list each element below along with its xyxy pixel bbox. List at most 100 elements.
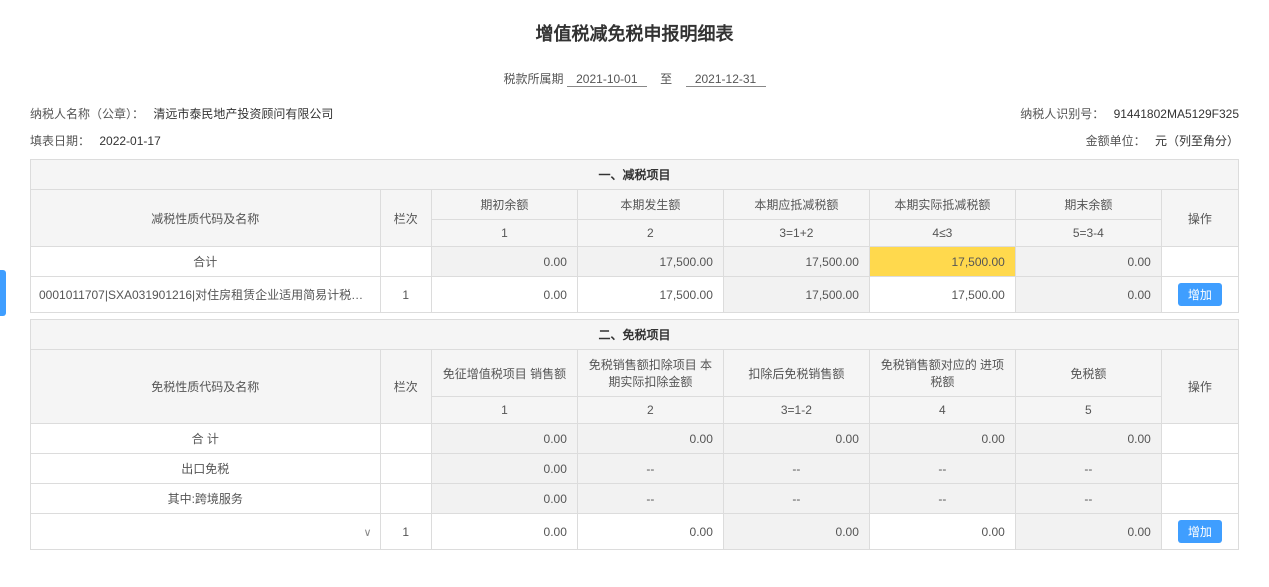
s2-col-h-2: 扣除后免税销售额: [723, 350, 869, 397]
s1-total-label: 合计: [31, 247, 381, 277]
currency-label: 金额单位：: [1086, 134, 1146, 148]
s2-r0-v0: 0.00: [431, 424, 577, 454]
s1-col-h-3: 本期实际抵减税额: [869, 190, 1015, 220]
s2-r2-v1: --: [577, 484, 723, 514]
s2-col-h-4: 免税额: [1015, 350, 1161, 397]
taxpayer-name-label: 纳税人名称（公章）：: [30, 107, 144, 121]
period-sep: 至: [660, 72, 672, 86]
s1-col-h-4: 期末余额: [1015, 190, 1161, 220]
s1-row-v2[interactable]: 17,500.00: [723, 277, 869, 313]
s1-row-v1[interactable]: 17,500.00: [577, 277, 723, 313]
s2-r0-v1: 0.00: [577, 424, 723, 454]
s2-r0-v3: 0.00: [869, 424, 1015, 454]
page-container: 增值税减免税申报明细表 税款所属期 2021-10-01 至 2021-12-3…: [0, 0, 1269, 570]
s1-col-f-4: 5=3-4: [1015, 220, 1161, 247]
s2-r2-v3: --: [869, 484, 1015, 514]
s2-col-f-1: 2: [577, 397, 723, 424]
s2-r2-action: [1161, 484, 1238, 514]
s2-col-f-0: 1: [431, 397, 577, 424]
s2-input-name-cell[interactable]: ∨: [31, 514, 381, 550]
s2-input-v2[interactable]: 0.00: [723, 514, 869, 550]
s2-r2-idx: [380, 484, 431, 514]
s2-input-idx: 1: [380, 514, 431, 550]
s2-input-v1[interactable]: 0.00: [577, 514, 723, 550]
currency-value: 元（列至角分）: [1155, 134, 1239, 148]
fill-date-label: 填表日期：: [30, 134, 90, 148]
s2-col-h-1: 免税销售额扣除项目 本期实际扣除金额: [577, 350, 723, 397]
s2-r2-name: 其中:跨境服务: [31, 484, 381, 514]
s2-col-h-0: 免征增值税项目 销售额: [431, 350, 577, 397]
s1-col-h-1: 本期发生额: [577, 190, 723, 220]
s2-r1-action: [1161, 454, 1238, 484]
add-button[interactable]: 增加: [1178, 283, 1222, 306]
s1-row-idx: 1: [380, 277, 431, 313]
s2-r1-v0: 0.00: [431, 454, 577, 484]
s1-total-1: 17,500.00: [577, 247, 723, 277]
s2-r1-v3: --: [869, 454, 1015, 484]
taxpayer-id-label: 纳税人识别号：: [1020, 107, 1104, 121]
fill-date-value: 2022-01-17: [99, 134, 160, 148]
section2-title: 二、免税项目: [31, 320, 1239, 350]
s2-r2-v0: 0.00: [431, 484, 577, 514]
s1-row-action: 增加: [1161, 277, 1238, 313]
s1-row-name: 0001011707|SXA031901216|对住房租赁企业适用简易计税方法: [39, 288, 375, 302]
s1-total-3: 17,500.00: [869, 247, 1015, 277]
section1-title: 一、减税项目: [31, 160, 1239, 190]
s2-r0-v4: 0.00: [1015, 424, 1161, 454]
s1-col-f-1: 2: [577, 220, 723, 247]
s2-col-f-3: 4: [869, 397, 1015, 424]
s1-row-v4[interactable]: 0.00: [1015, 277, 1161, 313]
s2-r1-v1: --: [577, 454, 723, 484]
taxpayer-id-value: 91441802MA5129F325: [1114, 107, 1239, 121]
s1-total-action: [1161, 247, 1238, 277]
s2-r1-v4: --: [1015, 454, 1161, 484]
s2-r2-v4: --: [1015, 484, 1161, 514]
s2-input-v0[interactable]: 0.00: [431, 514, 577, 550]
s1-col-h-0: 期初余额: [431, 190, 577, 220]
s2-input-action: 增加: [1161, 514, 1238, 550]
s1-col-f-3: 4≤3: [869, 220, 1015, 247]
s1-total-4: 0.00: [1015, 247, 1161, 277]
s1-total-0: 0.00: [431, 247, 577, 277]
period-to: 2021-12-31: [686, 72, 766, 87]
s2-idx-header: 栏次: [380, 350, 431, 424]
s1-name-header: 减税性质代码及名称: [31, 190, 381, 247]
s2-col-f-4: 5: [1015, 397, 1161, 424]
s2-r2-v2: --: [723, 484, 869, 514]
add-button[interactable]: 增加: [1178, 520, 1222, 543]
section2-table: 二、免税项目 免税性质代码及名称 栏次 免征增值税项目 销售额 免税销售额扣除项…: [30, 319, 1239, 550]
s2-r1-name: 出口免税: [31, 454, 381, 484]
s2-col-f-2: 3=1-2: [723, 397, 869, 424]
date-currency-row: 填表日期： 2022-01-17 金额单位： 元（列至角分）: [30, 132, 1239, 149]
page-title: 增值税减免税申报明细表: [30, 20, 1239, 46]
s1-row-name-cell[interactable]: 0001011707|SXA031901216|对住房租赁企业适用简易计税方法 …: [31, 277, 381, 313]
s2-r0-name: 合 计: [31, 424, 381, 454]
period-label: 税款所属期: [503, 72, 563, 86]
s1-col-f-2: 3=1+2: [723, 220, 869, 247]
s2-r1-idx: [380, 454, 431, 484]
tax-period-row: 税款所属期 2021-10-01 至 2021-12-31: [30, 70, 1239, 87]
taxpayer-row: 纳税人名称（公章）： 清远市泰民地产投资顾问有限公司 纳税人识别号： 91441…: [30, 105, 1239, 122]
s2-r0-v2: 0.00: [723, 424, 869, 454]
s1-col-h-2: 本期应抵减税额: [723, 190, 869, 220]
s1-row-v3[interactable]: 17,500.00: [869, 277, 1015, 313]
s1-total-2: 17,500.00: [723, 247, 869, 277]
section1-table: 一、减税项目 减税性质代码及名称 栏次 期初余额 本期发生额 本期应抵减税额 本…: [30, 159, 1239, 313]
s2-input-v4[interactable]: 0.00: [1015, 514, 1161, 550]
taxpayer-name-value: 清远市泰民地产投资顾问有限公司: [153, 107, 333, 121]
s2-col-h-3: 免税销售额对应的 进项税额: [869, 350, 1015, 397]
period-from: 2021-10-01: [567, 72, 647, 87]
s2-name-header: 免税性质代码及名称: [31, 350, 381, 424]
s2-action-header: 操作: [1161, 350, 1238, 424]
s2-r1-v2: --: [723, 454, 869, 484]
s1-total-idx: [380, 247, 431, 277]
s2-input-v3[interactable]: 0.00: [869, 514, 1015, 550]
s1-col-f-0: 1: [431, 220, 577, 247]
side-tab-handle[interactable]: [0, 270, 6, 316]
s1-idx-header: 栏次: [380, 190, 431, 247]
s2-r0-action: [1161, 424, 1238, 454]
s1-row-v0[interactable]: 0.00: [431, 277, 577, 313]
chevron-down-icon[interactable]: ∨: [363, 526, 371, 539]
s2-r0-idx: [380, 424, 431, 454]
s1-action-header: 操作: [1161, 190, 1238, 247]
